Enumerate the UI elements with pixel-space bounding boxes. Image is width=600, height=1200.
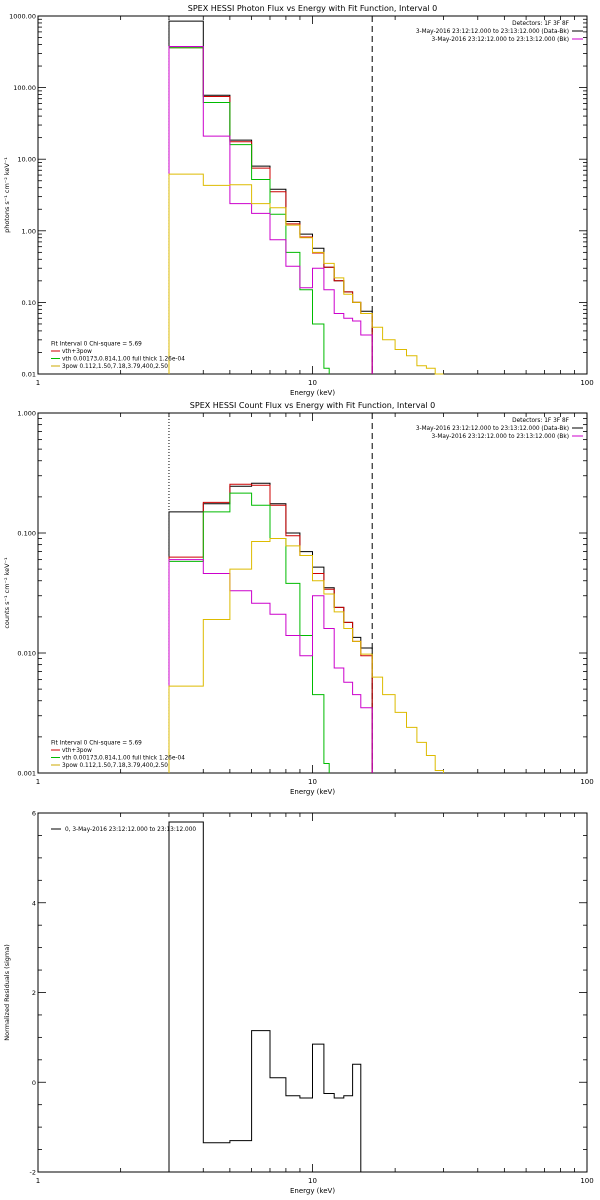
x-tick-label: 1: [36, 1177, 40, 1185]
chart-panel-1: SPEX HESSI Photon Flux vs Energy with Fi…: [3, 4, 594, 397]
legend-entry: Detectors: 1F 3F 8F: [512, 418, 569, 424]
legend-entry: Detectors: 1F 3F 8F: [512, 21, 569, 27]
x-tick-label: 10: [308, 778, 317, 786]
legend-entry: 0, 3-May-2016 23:12:12.000 to 23:13:12.0…: [65, 827, 196, 833]
legend-entry: 3-May-2016 23:12:12.000 to 23:13:12.000 …: [416, 29, 569, 35]
histogram-series-3: [168, 492, 330, 773]
x-axis-label: Energy (keV): [290, 389, 335, 397]
y-tick-label: 6: [32, 810, 36, 818]
x-tick-label: 10: [308, 379, 317, 387]
histogram-series-1: [168, 20, 373, 374]
y-tick-label: 0.100: [17, 530, 36, 538]
x-tick-label: 10: [308, 1177, 317, 1185]
y-axis-label: Normalized Residuals (sigma): [3, 944, 11, 1041]
histogram-series-4: [168, 559, 373, 773]
y-tick-label: 1000.00: [9, 13, 36, 21]
x-tick-label: 1: [36, 778, 40, 786]
histogram-series-2: [168, 47, 373, 374]
chart-title: SPEX HESSI Photon Flux vs Energy with Fi…: [188, 4, 438, 13]
x-axis-label: Energy (keV): [290, 788, 335, 796]
y-tick-label: 0.010: [17, 650, 36, 658]
histogram-series-2: [168, 483, 373, 773]
y-tick-label: 1.00: [22, 227, 36, 235]
y-tick-label: 10.00: [17, 156, 36, 164]
histogram-series-1: [168, 482, 373, 773]
y-axis-label: photons s⁻¹ cm⁻² keV⁻¹: [3, 157, 11, 233]
legend-entry: 3-May-2016 23:12:12.000 to 23:13:12.000 …: [432, 37, 569, 43]
x-tick-label: 100: [580, 1177, 593, 1185]
legend-entry: 3-May-2016 23:12:12.000 to 23:13:12.000 …: [432, 434, 569, 440]
x-tick-label: 100: [580, 379, 593, 387]
legend-entry: vth 0.00173,0.814,1.00 full thick 1.26e-…: [62, 756, 185, 762]
histogram-series-1: [168, 821, 373, 1173]
x-axis-label: Energy (keV): [290, 1187, 335, 1195]
y-tick-label: 0.01: [22, 371, 36, 379]
histogram-series-5: [168, 538, 444, 773]
x-tick-label: 1: [36, 379, 40, 387]
y-tick-label: 100.00: [13, 84, 36, 92]
legend-entry: vth+3pow: [62, 748, 92, 754]
legend-entry: 3pow 0.112,1.50,7.18,3.79,400,2.50: [62, 763, 168, 769]
legend-entry: 3-May-2016 23:12:12.000 to 23:13:12.000 …: [416, 426, 569, 432]
plot-frame: [37, 412, 588, 774]
chart-title: SPEX HESSI Count Flux vs Energy with Fit…: [190, 401, 435, 410]
y-tick-label: 0: [32, 1079, 36, 1087]
histogram-series-5: [168, 173, 444, 375]
y-tick-label: 0.10: [22, 299, 36, 307]
chart-panel-3: 1 10 100 Energy (keV) -2 0 2 4 6 Normalized Resid…: [3, 810, 594, 1196]
y-tick-label: 4: [32, 899, 36, 907]
y-axis-label: counts s⁻¹ cm⁻² keV⁻¹: [3, 557, 11, 629]
x-tick-label: 100: [580, 778, 593, 786]
chart-panel-2: SPEX HESSI Count Flux vs Energy with Fit…: [3, 401, 594, 796]
y-tick-label: 1.000: [17, 410, 36, 418]
plot-frame: [37, 812, 588, 1173]
y-tick-label: 2: [32, 989, 36, 997]
legend-entry: Fit Interval 0 Chi-square = 5.69: [51, 342, 142, 348]
legend-entry: Fit Interval 0 Chi-square = 5.69: [51, 741, 142, 747]
y-tick-label: 0.001: [17, 770, 36, 778]
legend-entry: 3pow 0.112,1.50,7.18,3.79,400,2.50: [62, 364, 168, 370]
histogram-series-4: [168, 46, 373, 374]
histogram-series-3: [168, 47, 330, 374]
y-tick-label: -2: [30, 1169, 36, 1177]
legend-entry: vth+3pow: [62, 349, 92, 355]
legend-entry: vth 0.00173,0.814,1.00 full thick 1.26e-…: [62, 357, 185, 363]
